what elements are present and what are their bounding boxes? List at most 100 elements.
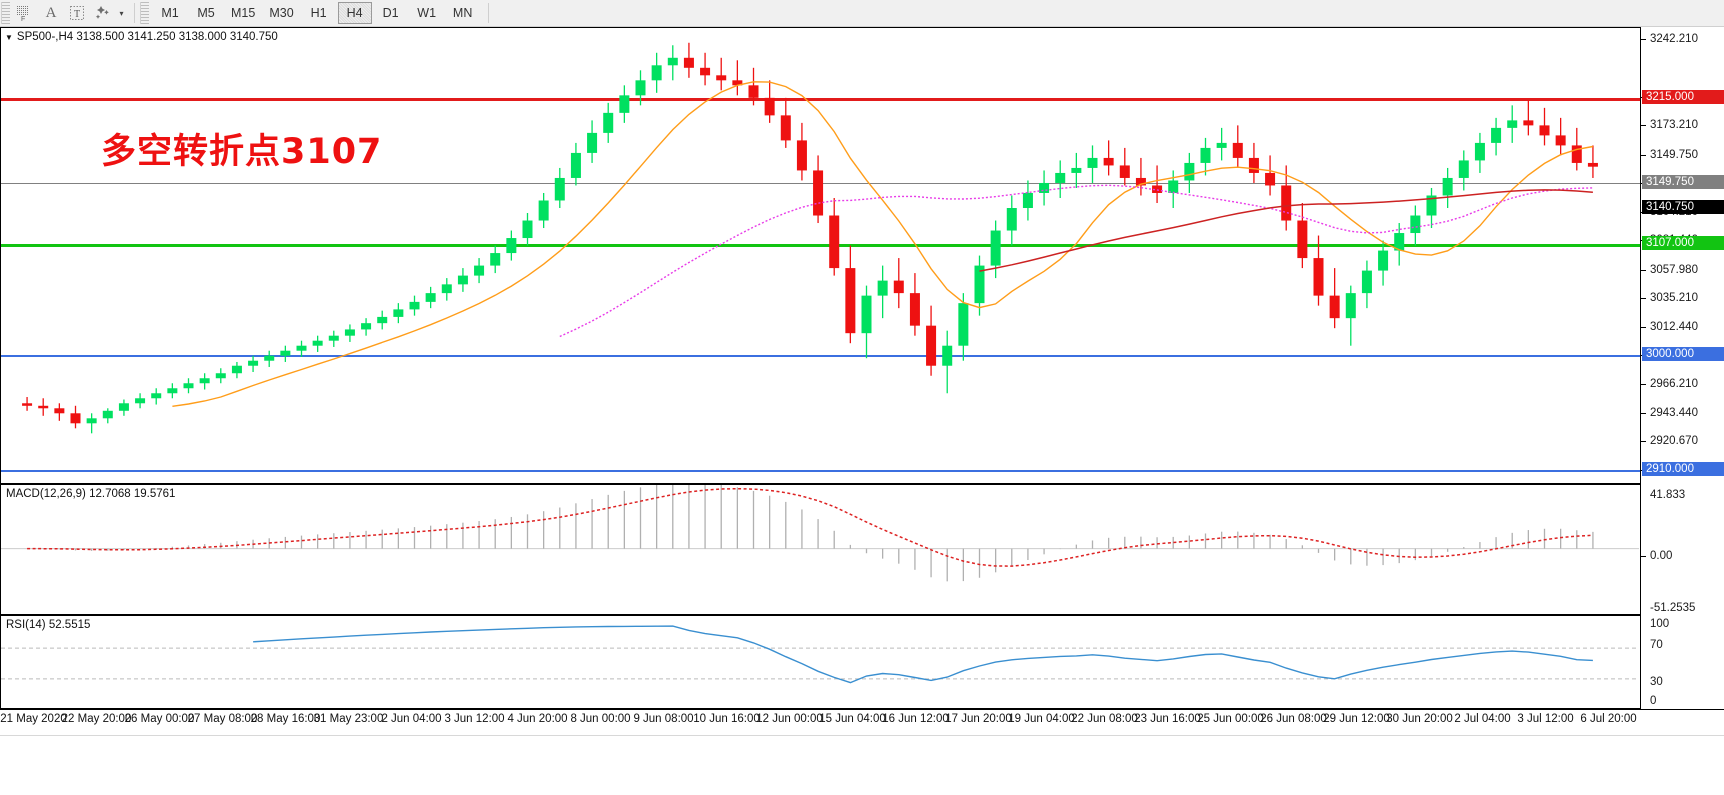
candle: [1523, 100, 1534, 136]
level-line-2910[interactable]: [1, 470, 1641, 472]
timeframe-button-h4[interactable]: H4: [337, 2, 372, 24]
price-tick-2966-210: 2966.210: [1641, 378, 1698, 390]
candle: [1474, 132, 1485, 173]
time-tick-label: 10 Jun 16:00: [693, 713, 760, 725]
candle: [1232, 125, 1243, 168]
candle: [70, 405, 81, 429]
time-tick-label: 12 Jun 00:00: [756, 713, 823, 725]
macd-plot-svg: [1, 485, 1639, 582]
chart-annotation-text[interactable]: 多空转折点3107: [101, 132, 383, 172]
crosshair-cursor-icon[interactable]: F: [12, 1, 38, 25]
timeframe-button-h1[interactable]: H1: [302, 2, 336, 24]
candle: [1313, 235, 1324, 306]
candle: [199, 373, 210, 390]
time-tick-label: 2 Jun 04:00: [381, 713, 442, 725]
chart-area[interactable]: ▼ SP500-,H4 3138.500 3141.250 3138.000 3…: [0, 27, 1724, 795]
candle: [1394, 223, 1405, 266]
candle: [716, 57, 727, 91]
candle: [425, 286, 436, 309]
level-line-3000[interactable]: [1, 355, 1641, 357]
candle: [958, 293, 969, 361]
price-tag-resistance-3215[interactable]: 3215.000: [1642, 90, 1724, 104]
candle: [893, 258, 904, 309]
candle: [1168, 170, 1179, 209]
price-pane[interactable]: ▼ SP500-,H4 3138.500 3141.250 3138.000 3…: [0, 27, 1641, 484]
price-tick-3173-210: 3173.210: [1641, 119, 1698, 131]
candle: [1329, 268, 1340, 329]
rsi-tick-30: 30: [1650, 676, 1663, 688]
candle: [118, 399, 129, 416]
toolbar-divider: [134, 3, 135, 23]
time-tick-label: 3 Jul 12:00: [1517, 713, 1574, 725]
candle: [231, 361, 242, 379]
time-tick-label: 30 Jun 20:00: [1386, 713, 1453, 725]
candle: [1361, 260, 1372, 309]
candle: [829, 197, 840, 276]
level-line-3107[interactable]: [1, 244, 1641, 247]
timeframe-group-grip[interactable]: [140, 2, 149, 24]
price-tick-2920-670: 2920.670: [1641, 435, 1698, 447]
candle: [151, 388, 162, 405]
timeframe-group: M1 M5 M15 M30 H1 H4 D1 W1 MN: [153, 2, 480, 24]
macd-tick-max: 41.833: [1650, 489, 1686, 501]
time-tick-label: 28 May 16:00: [250, 713, 321, 725]
text-label-tool-icon[interactable]: T: [64, 1, 90, 25]
rsi-tick-0: 0: [1650, 695, 1657, 707]
candle: [167, 383, 178, 399]
candle: [457, 268, 468, 292]
candle: [748, 67, 759, 106]
candle: [490, 245, 501, 274]
candle: [1248, 142, 1259, 183]
text-tool-icon[interactable]: A: [38, 1, 64, 25]
price-tag-support-3000[interactable]: 3000.000: [1642, 347, 1724, 361]
candle: [1410, 205, 1421, 246]
time-tick-label: 21 May 2020: [0, 713, 67, 725]
price-tag-pivot-3107[interactable]: 3107.000: [1642, 236, 1724, 250]
candle: [1152, 165, 1163, 203]
price-tag-midline-3150[interactable]: 3149.750: [1642, 175, 1724, 189]
time-tick-label: 22 Jun 08:00: [1071, 713, 1138, 725]
macd-pane[interactable]: MACD(12,26,9) 12.7068 19.5761: [0, 484, 1640, 615]
timeframe-button-mn[interactable]: MN: [446, 2, 480, 24]
time-tick-label: 15 Jun 04:00: [819, 713, 886, 725]
time-tick-label: 3 Jun 12:00: [444, 713, 505, 725]
time-tick-label: 2 Jul 04:00: [1454, 713, 1511, 725]
timeframe-label: M15: [231, 6, 256, 20]
rsi-pane[interactable]: RSI(14) 52.5515: [0, 615, 1640, 709]
candle: [135, 393, 146, 409]
macd-tick-zero: 0.00: [1641, 550, 1672, 562]
price-tag-current-price-3140[interactable]: 3140.750: [1642, 200, 1724, 214]
toolbar-grip[interactable]: [1, 2, 10, 24]
timeframe-button-m5[interactable]: M5: [189, 2, 223, 24]
macd-scale[interactable]: 41.833 0.00 -51.2535: [1640, 484, 1724, 615]
candle: [1135, 157, 1146, 196]
time-tick-label: 9 Jun 08:00: [633, 713, 694, 725]
level-line-3215[interactable]: [1, 98, 1641, 101]
candle: [700, 52, 711, 86]
timeframe-button-w1[interactable]: W1: [410, 2, 444, 24]
price-scale[interactable]: 3242.2103195.9803173.2103149.7503126.980…: [1640, 27, 1724, 484]
objects-dropdown-icon[interactable]: ▾: [116, 1, 130, 25]
candle: [393, 303, 404, 324]
macd-tick-min: -51.2535: [1650, 602, 1696, 614]
candle: [361, 318, 372, 336]
ma-line: [172, 81, 1594, 407]
objects-tool-icon[interactable]: [90, 1, 116, 25]
candle: [651, 52, 662, 93]
time-axis[interactable]: 21 May 2020 22 May 20:00 26 May 00:00 27 Ma…: [0, 709, 1724, 735]
timeframe-button-m30[interactable]: M30: [263, 2, 299, 24]
rsi-tick-100: 100: [1650, 618, 1670, 630]
candle: [1200, 137, 1211, 176]
price-tick-3149-750: 3149.750: [1641, 149, 1698, 161]
price-tag-support-2910[interactable]: 2910.000: [1642, 462, 1724, 476]
symbol-collapse-icon[interactable]: ▼: [5, 32, 13, 42]
timeframe-button-d1[interactable]: D1: [374, 2, 408, 24]
rsi-scale[interactable]: 100 70 30 0: [1640, 615, 1724, 709]
candle: [603, 102, 614, 143]
timeframe-button-m1[interactable]: M1: [153, 2, 187, 24]
timeframe-button-m15[interactable]: M15: [225, 2, 261, 24]
candle: [1297, 202, 1308, 269]
time-tick-label: 16 Jun 12:00: [882, 713, 949, 725]
candle: [764, 80, 775, 123]
candle: [183, 378, 194, 394]
